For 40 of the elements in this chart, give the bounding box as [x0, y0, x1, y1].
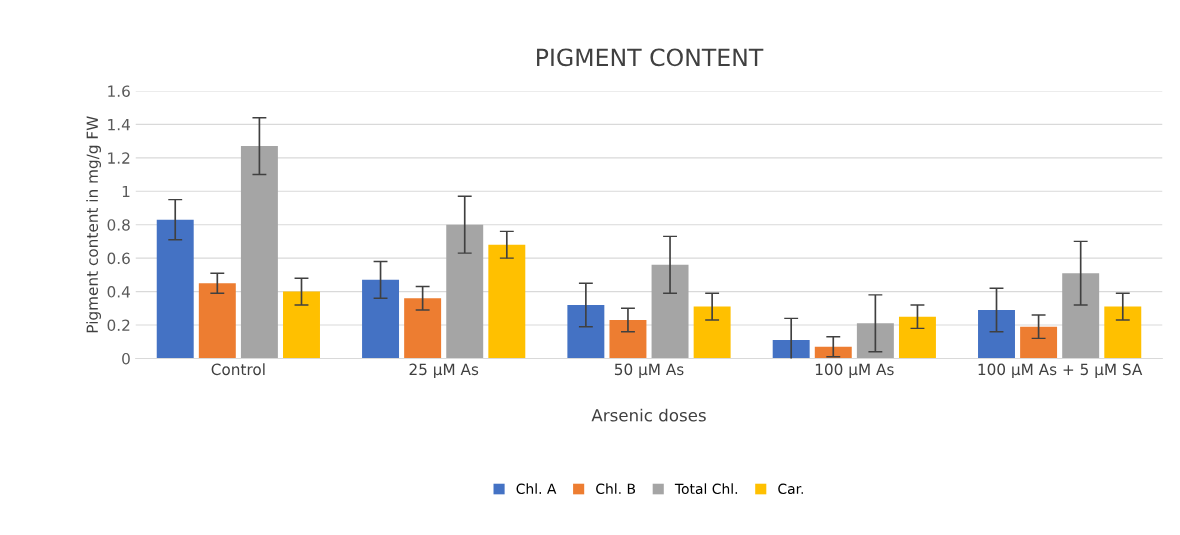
- bar: [567, 304, 605, 359]
- x-tick-label: Control: [211, 363, 265, 376]
- bar: [1104, 306, 1142, 359]
- bar: [283, 291, 320, 359]
- y-tick-label: 1.4: [108, 119, 130, 131]
- chart-title: PIGMENT CONTENT: [537, 48, 764, 67]
- bar: [488, 244, 526, 359]
- bar: [198, 283, 236, 359]
- bar: [978, 309, 1015, 359]
- bar: [240, 146, 278, 359]
- x-tick-label: 100 µM As: [815, 363, 894, 379]
- bar: [404, 298, 442, 359]
- legend-label: Chl. B: [596, 483, 636, 495]
- bar: [898, 316, 936, 359]
- bar: [1062, 273, 1100, 359]
- bar: [446, 224, 484, 359]
- legend-label: Chl. A: [516, 483, 557, 495]
- x-tick-label: 25 µM As: [409, 363, 479, 379]
- bar: [772, 340, 810, 359]
- y-tick-label: 1: [122, 185, 130, 198]
- legend-label: Total Chl.: [674, 483, 738, 495]
- x-tick-label: 50 µM As: [614, 363, 684, 379]
- legend-label: Car.: [778, 483, 803, 495]
- y-tick-label: 0.8: [107, 219, 130, 231]
- bar: [156, 219, 194, 359]
- y-tick-label: 0: [122, 352, 130, 365]
- x-axis-title: Arsenic doses: [591, 408, 706, 422]
- bar: [693, 306, 731, 359]
- y-tick-label: 1.6: [108, 85, 130, 97]
- y-tick-label: 0.6: [107, 252, 130, 265]
- y-axis-title: Pigment content in mg/g FW: [86, 116, 101, 333]
- bar: [1020, 326, 1058, 359]
- x-tick-label: 100 µM As + 5 µM SA: [978, 363, 1143, 379]
- bar: [651, 264, 689, 359]
- bar: [609, 320, 647, 359]
- y-tick-label: 0.2: [107, 319, 130, 332]
- y-tick-label: 0.4: [107, 286, 130, 298]
- bar: [362, 279, 400, 359]
- y-tick-label: 1.2: [108, 152, 130, 164]
- bar: [856, 323, 894, 359]
